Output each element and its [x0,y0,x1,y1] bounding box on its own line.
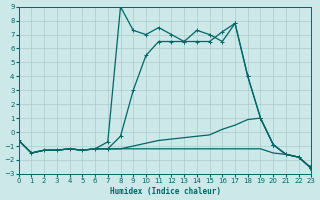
X-axis label: Humidex (Indice chaleur): Humidex (Indice chaleur) [109,187,220,196]
